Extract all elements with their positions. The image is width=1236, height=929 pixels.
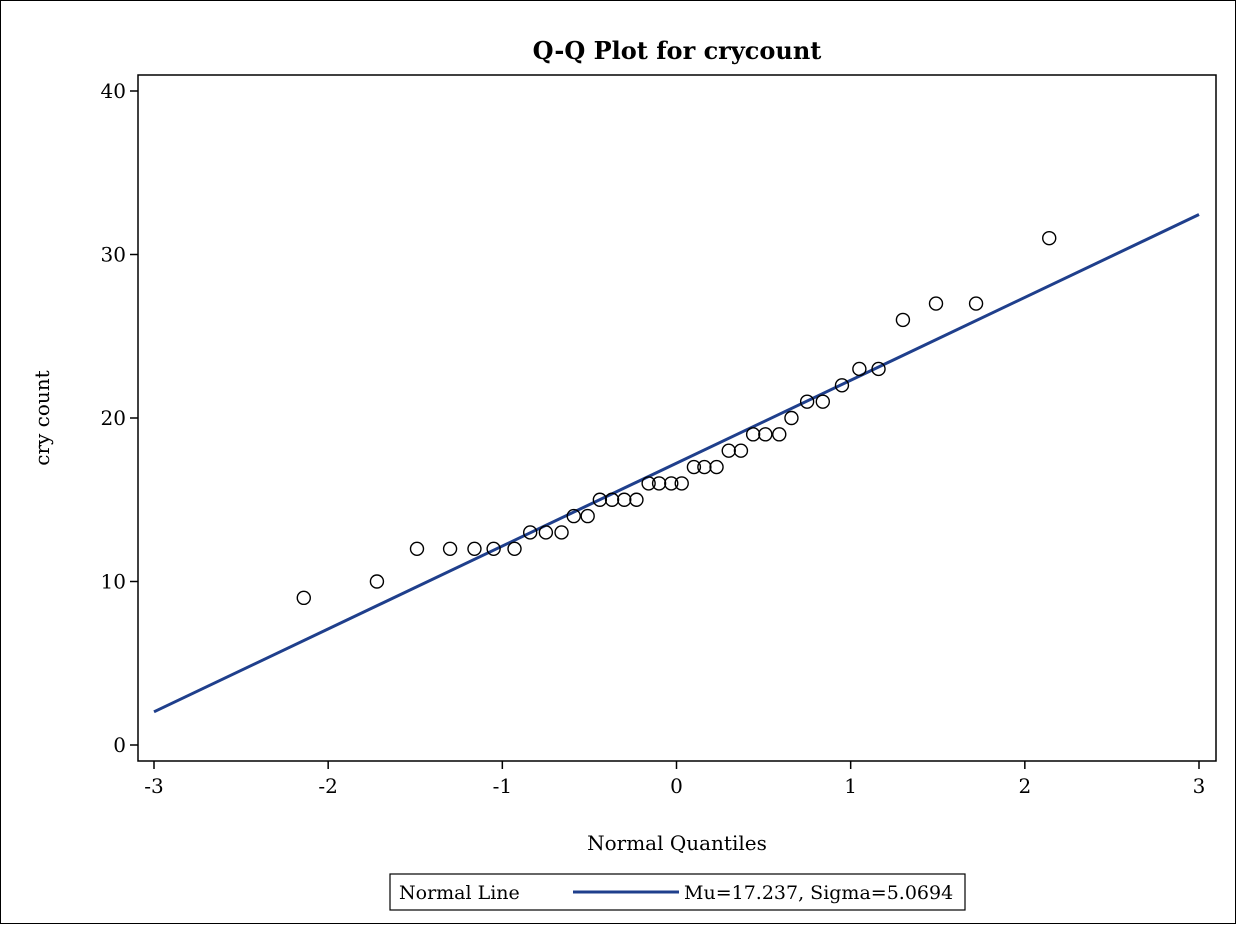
data-point xyxy=(651,476,667,491)
data-point xyxy=(409,541,425,556)
data-point xyxy=(697,459,712,475)
data-point xyxy=(566,508,581,524)
data-point xyxy=(709,459,724,475)
y-tick-label: 40 xyxy=(101,79,126,103)
data-point xyxy=(871,361,886,377)
data-point xyxy=(369,574,385,589)
data-point xyxy=(629,492,644,507)
data-point xyxy=(617,492,632,507)
data-point xyxy=(968,296,984,311)
data-point xyxy=(686,459,702,475)
normal-reference-line xyxy=(153,213,1200,714)
data-point xyxy=(1042,230,1057,246)
data-point xyxy=(772,427,787,442)
data-point xyxy=(745,427,761,442)
data-point xyxy=(895,312,911,328)
x-tick-label: 3 xyxy=(1193,774,1206,798)
y-axis: 0 10 20 30 40 xyxy=(101,79,138,757)
data-point xyxy=(507,541,522,556)
data-point xyxy=(721,443,736,458)
data-point xyxy=(554,525,569,540)
data-point xyxy=(733,443,749,458)
x-tick-label: 0 xyxy=(670,774,683,798)
x-tick-label: 2 xyxy=(1018,774,1031,798)
data-point xyxy=(852,361,867,377)
x-tick-label: 1 xyxy=(844,774,857,798)
normal-line xyxy=(153,213,1200,714)
data-point xyxy=(604,492,620,507)
x-tick-label: -2 xyxy=(318,774,337,798)
data-point xyxy=(664,476,679,491)
data-point xyxy=(296,590,311,606)
data-point xyxy=(592,492,608,507)
data-point xyxy=(799,394,815,409)
y-tick-label: 10 xyxy=(101,570,126,594)
x-axis: -3 -2 -1 0 1 2 3 xyxy=(144,761,1205,798)
data-point xyxy=(674,476,689,491)
data-point xyxy=(580,508,595,524)
data-point xyxy=(538,525,554,540)
y-tick-label: 30 xyxy=(101,243,126,267)
legend-label: Normal Line xyxy=(399,882,520,904)
data-points xyxy=(296,230,1057,606)
x-tick-label: -3 xyxy=(144,774,163,798)
data-point xyxy=(758,427,773,442)
data-point xyxy=(928,296,944,311)
data-point xyxy=(442,541,458,556)
plot-area xyxy=(137,74,1217,762)
y-tick-label: 0 xyxy=(113,733,126,757)
data-point xyxy=(523,525,538,540)
data-point xyxy=(815,394,830,409)
legend: Normal Line Mu=17.237, Sigma=5.0694 xyxy=(389,873,966,911)
y-axis-label: cry count xyxy=(30,370,54,465)
data-point xyxy=(467,541,482,556)
x-axis-label: Normal Quantiles xyxy=(587,831,767,855)
y-tick-label: 20 xyxy=(101,406,126,430)
data-point xyxy=(641,476,656,491)
data-point xyxy=(784,410,799,426)
legend-entry: Mu=17.237, Sigma=5.0694 xyxy=(684,882,953,904)
chart-title: Q-Q Plot for crycount xyxy=(533,36,822,65)
data-point xyxy=(834,378,850,393)
data-point xyxy=(486,541,501,556)
x-tick-label: -1 xyxy=(493,774,512,798)
